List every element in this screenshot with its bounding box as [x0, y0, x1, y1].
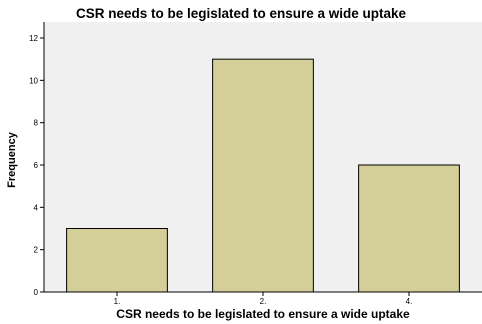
bar	[66, 228, 168, 293]
x-axis: 1. 2. 4.	[44, 291, 482, 306]
x-tick-label: 1.	[114, 297, 121, 306]
y-tick-label: 6	[34, 161, 39, 170]
y-axis-label: Frequency	[6, 132, 18, 188]
y-tick-label: 2	[34, 246, 39, 255]
x-tick-label: 4.	[406, 297, 413, 306]
x-tick-label: 2.	[260, 297, 267, 306]
y-tick-label: 10	[29, 76, 38, 85]
bar	[358, 164, 460, 293]
bars	[66, 58, 460, 293]
x-axis-label: CSR needs to be legislated to ensure a w…	[116, 307, 410, 321]
y-axis: 0 2 4 6 8 10 12	[29, 22, 45, 297]
bar	[212, 58, 314, 293]
y-tick-label: 8	[34, 119, 39, 128]
y-tick-label: 0	[34, 288, 39, 297]
y-tick-label: 4	[34, 203, 39, 212]
chart-title: CSR needs to be legislated to ensure a w…	[75, 6, 407, 21]
y-tick-label: 12	[29, 34, 38, 43]
